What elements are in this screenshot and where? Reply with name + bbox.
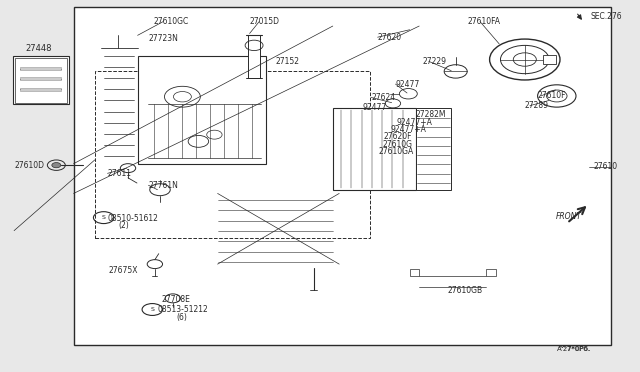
Text: 27289: 27289 (525, 101, 548, 110)
Text: 27620F: 27620F (384, 132, 413, 141)
Text: 27708E: 27708E (161, 295, 190, 304)
Polygon shape (138, 33, 307, 56)
Text: 08510-51612: 08510-51612 (108, 214, 158, 223)
Text: S: S (150, 307, 154, 312)
Text: 27723N: 27723N (148, 34, 179, 43)
Bar (95, 71, 370, 238)
Text: 08513-51212: 08513-51212 (157, 305, 208, 314)
Text: A^7*0P6.: A^7*0P6. (557, 346, 591, 352)
Text: 92477: 92477 (396, 80, 420, 89)
Text: 27015D: 27015D (250, 17, 280, 26)
Bar (248, 35, 260, 78)
Bar (486, 269, 496, 276)
Text: 92477+A: 92477+A (390, 125, 426, 134)
Circle shape (52, 163, 61, 168)
Text: 27620: 27620 (378, 33, 402, 42)
Text: 27448: 27448 (26, 44, 52, 53)
Bar (138, 56, 266, 164)
Bar (410, 269, 419, 276)
Text: (6): (6) (176, 313, 187, 322)
Text: FRONT: FRONT (556, 212, 582, 221)
Bar (20, 88, 61, 91)
Bar (416, 108, 451, 190)
Text: 92477+A: 92477+A (397, 118, 433, 126)
Bar (333, 108, 416, 190)
Polygon shape (419, 264, 486, 307)
Text: 27624: 27624 (371, 93, 396, 102)
Text: 27675X: 27675X (109, 266, 138, 275)
Text: 27282M: 27282M (416, 110, 447, 119)
Bar (20, 77, 61, 80)
Bar (543, 55, 556, 64)
Text: 27229: 27229 (422, 57, 447, 66)
Text: 27610F: 27610F (538, 92, 566, 100)
Text: 27610FA: 27610FA (467, 17, 500, 26)
Text: 27610GA: 27610GA (379, 147, 414, 156)
Text: 27610D: 27610D (14, 161, 44, 170)
Polygon shape (266, 33, 294, 164)
Text: 27610G: 27610G (383, 140, 413, 149)
Text: 27152: 27152 (275, 57, 300, 65)
Text: 27761N: 27761N (148, 181, 179, 190)
Text: SEC.276: SEC.276 (590, 12, 621, 21)
Text: 27611: 27611 (108, 169, 132, 178)
Bar (20, 67, 61, 70)
Text: 27610: 27610 (594, 162, 618, 171)
Polygon shape (211, 190, 397, 268)
Bar (15, 58, 67, 103)
Text: S: S (102, 215, 106, 220)
Text: ^27*0P6.: ^27*0P6. (557, 346, 590, 352)
Bar (74, 7, 611, 345)
Bar (13, 56, 69, 104)
Bar (420, 110, 438, 117)
Polygon shape (101, 35, 138, 164)
Text: 27610GC: 27610GC (154, 17, 189, 26)
Text: (2): (2) (118, 221, 129, 230)
Text: 27610GB: 27610GB (448, 286, 483, 295)
Text: 92477: 92477 (362, 103, 387, 112)
